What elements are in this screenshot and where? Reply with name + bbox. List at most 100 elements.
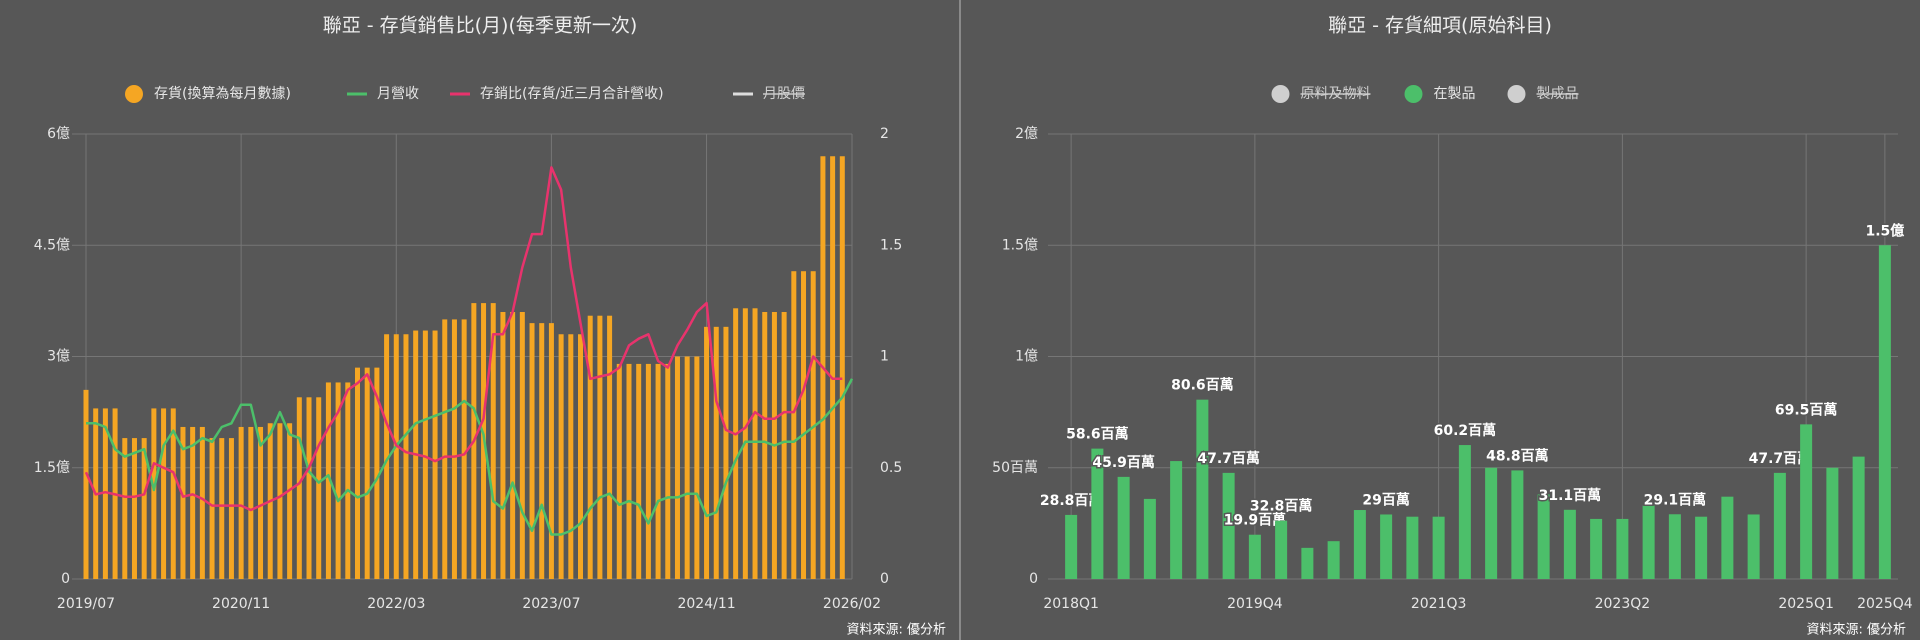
bar	[1668, 514, 1681, 579]
bar	[1406, 516, 1419, 579]
bar	[432, 330, 438, 579]
y2-tick-label: 0	[880, 571, 889, 587]
bar	[151, 408, 157, 579]
bar	[442, 319, 448, 579]
data-label: 1.5億	[1865, 222, 1904, 239]
bar	[287, 423, 293, 579]
bar	[1065, 514, 1078, 579]
bar	[248, 426, 254, 579]
bar	[1380, 514, 1393, 579]
bar	[1563, 509, 1576, 579]
legend-label[interactable]: 原料及物料	[1301, 86, 1371, 102]
bar	[1878, 245, 1891, 579]
bar	[655, 363, 661, 579]
bar	[1301, 547, 1314, 579]
bar	[141, 438, 147, 579]
bar	[1091, 448, 1104, 579]
x-tick-label: 2026/02	[823, 596, 881, 612]
y-tick-label: 6億	[47, 126, 70, 142]
bar	[587, 315, 593, 579]
data-label: 29百萬	[1362, 491, 1409, 508]
bar	[1432, 516, 1445, 579]
y-tick-label: 0	[61, 571, 70, 587]
y2-tick-label: 2	[880, 126, 889, 142]
legend-swatch	[125, 85, 143, 103]
legend-label[interactable]: 月股價	[763, 85, 805, 102]
bar	[1537, 494, 1550, 579]
y-tick-label: 3億	[47, 349, 70, 365]
bar	[1275, 520, 1288, 579]
bar	[335, 382, 341, 579]
x-tick-label: 2020/11	[212, 596, 270, 612]
legend-label[interactable]: 在製品	[1434, 86, 1476, 102]
bar	[296, 397, 302, 579]
data-label: 58.6百萬	[1066, 426, 1129, 443]
bar	[1800, 424, 1813, 579]
y2-tick-label: 1	[880, 349, 889, 365]
bar	[665, 363, 671, 579]
data-label: 48.8百萬	[1486, 447, 1549, 464]
bar	[762, 312, 768, 579]
bar	[704, 326, 710, 579]
bar	[393, 334, 399, 579]
bar	[1826, 467, 1839, 579]
bar	[1196, 399, 1209, 579]
legend-swatch	[1507, 85, 1526, 103]
bar	[170, 408, 176, 579]
bar	[1117, 476, 1130, 579]
bar	[1458, 445, 1471, 579]
y-tick-label: 2億	[1015, 126, 1038, 142]
legend-label[interactable]: 存銷比(存貨/近三月合計營收)	[480, 85, 664, 102]
x-tick-label: 2022/03	[367, 596, 425, 612]
x-tick-label: 2021Q3	[1411, 596, 1467, 612]
bar	[791, 271, 797, 579]
bar	[1327, 541, 1340, 579]
data-label: 80.6百萬	[1171, 377, 1234, 394]
data-label: 47.7百萬	[1197, 450, 1260, 467]
bar	[636, 363, 642, 579]
bar	[199, 426, 205, 579]
bar	[384, 334, 390, 579]
data-label: 47.7百萬	[1749, 450, 1812, 467]
legend-label[interactable]: 存貨(換算為每月數據)	[154, 85, 291, 102]
data-label: 28.8百萬	[1040, 492, 1103, 509]
bar	[645, 363, 651, 579]
bar	[500, 312, 506, 579]
bar	[403, 334, 409, 579]
bar	[781, 312, 787, 579]
x-tick-label: 2025Q1	[1778, 596, 1834, 612]
bar	[1170, 461, 1183, 579]
bar	[1143, 498, 1156, 579]
bar	[1773, 472, 1786, 579]
chart-title: 聯亞 - 存貨銷售比(月)(每季更新一次)	[323, 15, 638, 37]
bar	[190, 426, 196, 579]
bar	[529, 323, 535, 579]
bar	[1616, 518, 1629, 579]
bar	[451, 319, 457, 579]
bar	[131, 438, 137, 579]
bar	[1852, 456, 1865, 579]
data-label: 45.9百萬	[1092, 454, 1155, 471]
x-tick-label: 2019Q4	[1227, 596, 1283, 612]
data-label: 60.2百萬	[1434, 422, 1497, 439]
bar	[684, 356, 690, 579]
source: 資料來源: 優分析	[846, 623, 946, 638]
bar	[830, 156, 836, 579]
data-label: 69.5百萬	[1775, 401, 1838, 418]
bar	[1721, 496, 1734, 579]
x-tick-label: 2023Q2	[1595, 596, 1651, 612]
bar	[238, 426, 244, 579]
x-tick-label: 2019/07	[57, 596, 115, 612]
bar	[626, 363, 632, 579]
bar	[616, 363, 622, 579]
bar	[674, 356, 680, 579]
bar	[597, 315, 603, 579]
bar	[558, 334, 564, 579]
legend-label[interactable]: 製成品	[1537, 86, 1579, 102]
bar	[1222, 472, 1235, 579]
bar	[180, 426, 186, 579]
legend-label[interactable]: 月營收	[377, 86, 419, 102]
bar	[325, 382, 331, 579]
bar	[1353, 510, 1366, 579]
bar	[219, 438, 225, 579]
